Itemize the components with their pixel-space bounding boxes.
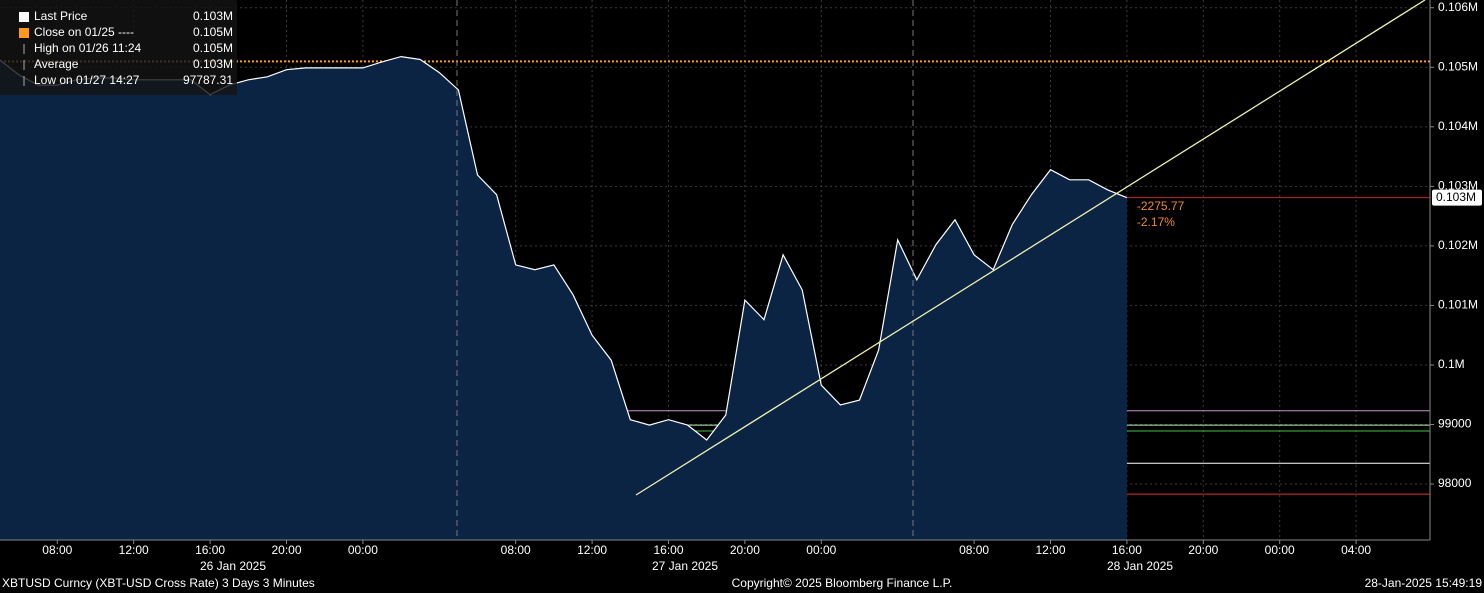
x-tick-label: 12:00 [1035, 543, 1065, 557]
change-label: -2275.77 [1137, 199, 1185, 213]
legend-swatch [19, 12, 29, 22]
footer-center: Copyright© 2025 Bloomberg Finance L.P. [732, 576, 953, 590]
x-tick-label: 12:00 [577, 543, 607, 557]
footer-left: XBTUSD Curncy (XBT-USD Cross Rate) 3 Day… [2, 576, 315, 590]
last-price-label: 0.103M [1436, 190, 1476, 204]
x-tick-label: 16:00 [1112, 543, 1142, 557]
area [0, 56, 1127, 540]
y-tick-label: 0.102M [1438, 238, 1478, 252]
legend-box [0, 0, 237, 95]
x-tick-label: 00:00 [1265, 543, 1295, 557]
legend-value: 0.103M [193, 9, 233, 23]
y-tick-label: 98000 [1438, 476, 1472, 490]
y-tick-label: 0.1M [1438, 357, 1465, 371]
x-tick-label: 00:00 [806, 543, 836, 557]
x-tick-label: 08:00 [959, 543, 989, 557]
legend-label: High on 01/26 11:24 [34, 41, 142, 55]
footer-right: 28-Jan-2025 15:49:19 [1365, 576, 1483, 590]
x-tick-label: 16:00 [653, 543, 683, 557]
legend-label: Close on 01/25 ---- [34, 25, 134, 39]
x-tick-label: 08:00 [42, 543, 72, 557]
legend-value: 0.103M [193, 57, 233, 71]
legend-label: Average [34, 57, 79, 71]
y-tick-label: 0.106M [1438, 0, 1478, 14]
y-tick-label: 0.103M [1438, 179, 1478, 193]
y-tick-label: 0.101M [1438, 298, 1478, 312]
x-tick-label: 20:00 [1188, 543, 1218, 557]
x-tick-label: 00:00 [348, 543, 378, 557]
change-label: -2.17% [1137, 215, 1175, 229]
legend-value: 0.105M [193, 25, 233, 39]
legend-value: 97787.31 [183, 73, 233, 87]
x-tick-label: 16:00 [195, 543, 225, 557]
trend-line [635, 0, 1426, 496]
x-tick-label: 12:00 [119, 543, 149, 557]
y-tick-label: 0.104M [1438, 119, 1478, 133]
legend-swatch [19, 28, 29, 38]
date-label: 28 Jan 2025 [1107, 559, 1173, 573]
last-price-box [1432, 189, 1482, 206]
date-label: 26 Jan 2025 [200, 559, 266, 573]
y-tick-label: 99000 [1438, 417, 1472, 431]
legend-label: Last Price [34, 9, 88, 23]
x-tick-label: 20:00 [730, 543, 760, 557]
x-tick-label: 08:00 [501, 543, 531, 557]
legend-value: 0.105M [193, 41, 233, 55]
date-label: 27 Jan 2025 [652, 559, 718, 573]
legend-label: Low on 01/27 14:27 [34, 73, 140, 87]
x-tick-label: 04:00 [1341, 543, 1371, 557]
x-tick-label: 20:00 [271, 543, 301, 557]
y-tick-label: 0.105M [1438, 59, 1478, 73]
